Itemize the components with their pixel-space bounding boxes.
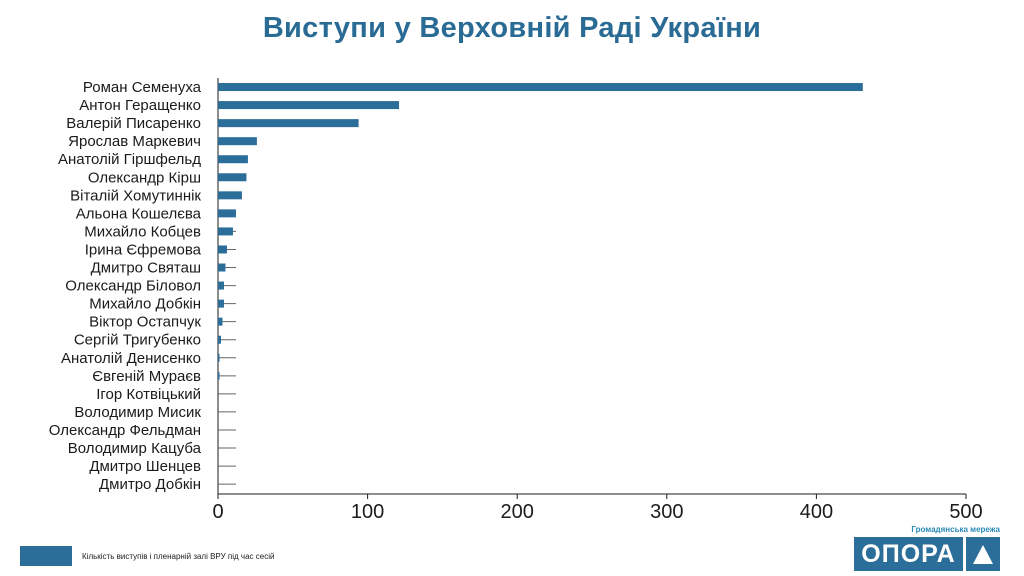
category-label: Володимир Мисик (74, 404, 201, 421)
x-tick-label: 400 (800, 501, 833, 523)
legend-swatch (20, 546, 72, 566)
opora-brand: Громадянська мережа ОПОРА (854, 525, 1000, 571)
category-label: Віталій Хомутиннік (70, 187, 201, 204)
x-tick-label: 0 (212, 501, 223, 523)
x-tick-label: 100 (351, 501, 384, 523)
category-label: Роман Семенуха (83, 79, 202, 96)
category-label: Євгеній Мураєв (92, 368, 201, 385)
bar (218, 281, 224, 290)
bar (218, 191, 242, 200)
category-label: Дмитро Добкін (99, 476, 201, 493)
category-label: Олександр Фельдман (49, 422, 201, 439)
category-label: Ірина Єфремова (85, 241, 202, 258)
brand-tagline: Громадянська мережа (911, 525, 1000, 534)
bar (218, 335, 221, 344)
category-label: Дмитро Шенцев (89, 458, 201, 475)
category-label: Антон Геращенко (79, 97, 201, 114)
bar (218, 317, 223, 326)
category-label: Валерій Писаренко (66, 115, 201, 132)
legend: Кількість виступів і пленарній залі ВРУ … (20, 546, 274, 566)
category-label: Анатолій Денисенко (61, 350, 201, 367)
bar (218, 155, 248, 164)
category-label: Віктор Остапчук (89, 314, 201, 331)
bar (218, 245, 227, 254)
bar (218, 227, 233, 236)
chart-title: Виступи у Верховній Раді України (262, 12, 762, 44)
category-label: Михайло Кобцев (84, 223, 201, 240)
legend-label: Кількість виступів і пленарній залі ВРУ … (82, 551, 275, 561)
bar (218, 263, 226, 272)
bar (218, 173, 247, 182)
category-label: Олександр Біловол (65, 278, 201, 295)
category-label: Михайло Добкін (89, 296, 201, 313)
category-label: Ігор Котвіцький (96, 386, 201, 403)
category-label: Володимир Кацуба (68, 440, 202, 457)
category-label: Сергій Тригубенко (74, 332, 201, 349)
bar (218, 353, 220, 362)
category-label: Дмитро Святаш (91, 260, 201, 277)
x-tick-label: 300 (650, 501, 683, 523)
x-tick-label: 200 (501, 501, 534, 523)
category-label: Анатолій Гіршфельд (58, 151, 201, 168)
triangle-logo-icon (966, 537, 1000, 571)
bar (218, 209, 236, 218)
bar (218, 119, 359, 128)
category-label: Олександр Кірш (88, 169, 201, 186)
brand-name: ОПОРА (854, 537, 963, 571)
bar (218, 83, 863, 92)
bar (218, 101, 400, 110)
bar (218, 137, 257, 146)
category-label: Альона Кошелєва (76, 205, 202, 222)
category-label: Ярослав Маркевич (68, 133, 201, 150)
bar (218, 299, 224, 308)
bar (218, 371, 220, 380)
x-tick-label: 500 (949, 501, 982, 523)
